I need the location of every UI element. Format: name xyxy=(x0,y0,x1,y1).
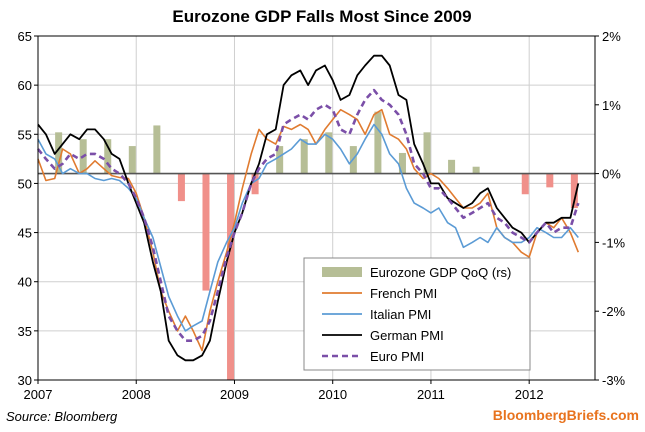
chart-title: Eurozone GDP Falls Most Since 2009 xyxy=(172,7,471,26)
y2-tick-label: 0% xyxy=(602,167,621,182)
gdp-bar xyxy=(472,166,480,174)
plot-frame xyxy=(37,35,596,381)
y-tick-label: 55 xyxy=(18,127,32,142)
y-tick-label: 45 xyxy=(18,226,32,241)
y-tick-label: 65 xyxy=(18,29,32,44)
legend: Eurozone GDP QoQ (rs) French PMI Italian P… xyxy=(303,257,531,371)
gdp-bar xyxy=(570,173,578,208)
x-tick-label: 2009 xyxy=(220,387,249,402)
pmi-lines xyxy=(36,54,580,362)
gdp-bar xyxy=(227,173,235,380)
gdp-bar xyxy=(521,173,529,195)
gdp-bar xyxy=(251,173,259,195)
gdp-bar xyxy=(153,125,161,174)
gdp-bar xyxy=(398,152,406,174)
legend-swatch xyxy=(322,267,362,277)
legend-label: Eurozone GDP QoQ (rs) xyxy=(370,265,511,280)
gdp-bar xyxy=(104,139,112,174)
x-tick-label: 2010 xyxy=(318,387,347,402)
series-line-euro-pmi xyxy=(36,88,580,343)
series-line-italian-pmi xyxy=(37,123,579,332)
gdp-bar xyxy=(202,173,210,291)
gdp-bar xyxy=(128,146,136,174)
gdp-bar xyxy=(55,132,63,174)
legend-label: Euro PMI xyxy=(370,349,424,364)
series-line-french-pmi xyxy=(37,108,580,352)
y2-tick-label: -1% xyxy=(602,235,626,250)
y2-tick-label: 1% xyxy=(602,98,621,113)
y-tick-label: 35 xyxy=(18,324,32,339)
y-tick-label: 60 xyxy=(18,78,32,93)
legend-label: German PMI xyxy=(370,328,444,343)
y-tick-label: 40 xyxy=(18,275,32,290)
gdp-bar xyxy=(423,132,431,174)
source-note: Source: Bloomberg xyxy=(6,409,118,424)
gdp-bar xyxy=(448,159,456,174)
gdp-bar xyxy=(177,173,185,202)
legend-label: Italian PMI xyxy=(370,307,431,322)
y2-tick-label: -3% xyxy=(602,373,626,388)
x-tick-label: 2007 xyxy=(24,387,53,402)
axes: 30 35 40 45 50 55 60 65 2007 2008 2009 2010 2011 2012… xyxy=(18,29,626,402)
x-tick-label: 2011 xyxy=(417,387,445,402)
gdp-bar xyxy=(300,139,308,174)
y2-tick-label: 2% xyxy=(602,29,621,44)
x-tick-label: 2008 xyxy=(122,387,151,402)
y2-tick-label: -2% xyxy=(602,304,626,319)
brand-logo: BloombergBriefs.com xyxy=(493,407,639,423)
gdp-bar xyxy=(276,146,284,174)
x-tick-label: 2012 xyxy=(515,387,544,402)
legend-label: French PMI xyxy=(370,286,437,301)
gdp-bar xyxy=(374,111,382,174)
gdp-bar xyxy=(325,132,333,174)
y-tick-label: 50 xyxy=(18,176,32,191)
y-tick-label: 30 xyxy=(18,373,32,388)
gdp-bar xyxy=(546,173,554,188)
